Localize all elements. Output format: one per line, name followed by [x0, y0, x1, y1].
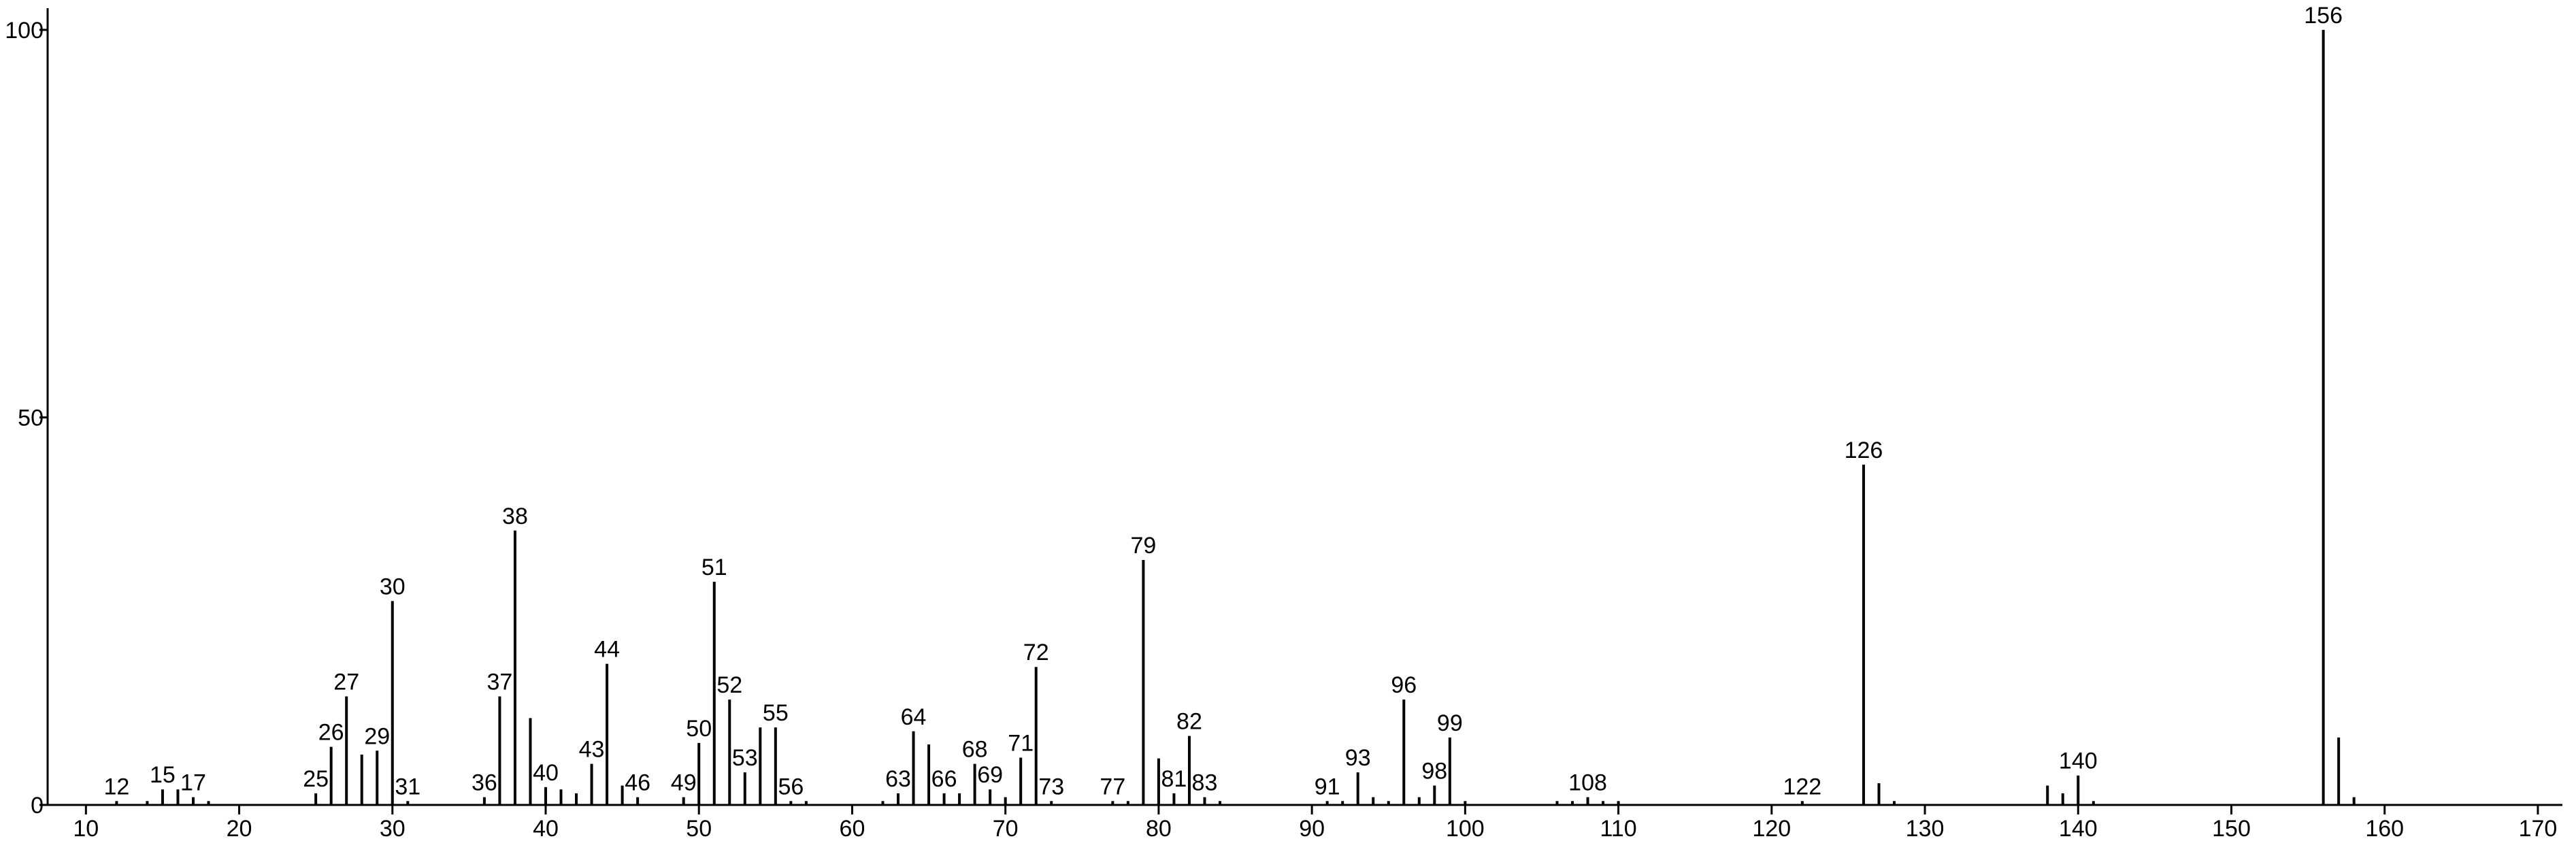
x-tick-label: 100 [1446, 816, 1485, 841]
peak-label: 38 [502, 504, 528, 529]
x-tick-label: 80 [1146, 816, 1172, 841]
x-tick-label: 160 [2365, 816, 2404, 841]
y-tick-label: 100 [5, 18, 44, 44]
x-tick-label: 10 [73, 816, 99, 841]
peak-label: 108 [1568, 770, 1607, 796]
peak-label: 37 [487, 670, 513, 695]
peak-label: 63 [885, 766, 911, 792]
x-tick-label: 30 [380, 816, 406, 841]
peak-label: 77 [1100, 774, 1125, 799]
peak-label: 122 [1783, 774, 1821, 799]
peak-label: 49 [671, 770, 697, 796]
peak-label: 82 [1176, 709, 1202, 735]
peak-label: 17 [180, 770, 206, 796]
peak-label: 25 [303, 766, 329, 792]
peak-label: 26 [318, 720, 344, 746]
x-tick-label: 20 [227, 816, 252, 841]
x-tick-label: 60 [840, 816, 865, 841]
peak-label: 72 [1023, 640, 1049, 665]
x-tick-label: 70 [993, 816, 1019, 841]
peak-label: 56 [778, 774, 804, 799]
peak-label: 140 [2059, 748, 2098, 774]
peak-label: 40 [533, 760, 559, 786]
peak-label: 98 [1421, 759, 1447, 785]
x-tick-label: 120 [1752, 816, 1791, 841]
x-tick-label: 130 [1906, 816, 1945, 841]
peak-label: 68 [962, 737, 988, 763]
peak-label: 30 [380, 574, 406, 599]
peak-label: 52 [716, 672, 742, 698]
peak-label: 50 [686, 716, 712, 742]
peak-label: 51 [701, 555, 727, 580]
x-tick-label: 110 [1600, 816, 1636, 841]
y-tick-label: 0 [31, 793, 44, 819]
peak-label: 53 [732, 745, 758, 771]
peak-label: 73 [1038, 774, 1064, 799]
x-tick-label: 150 [2212, 816, 2251, 841]
peak-label: 79 [1130, 533, 1156, 559]
x-tick-label: 170 [2519, 816, 2558, 841]
y-tick-label: 50 [18, 405, 44, 431]
peak-label: 36 [472, 770, 497, 796]
peak-label: 91 [1315, 774, 1340, 799]
peak-label: 46 [625, 770, 650, 796]
peak-label: 69 [977, 762, 1003, 788]
peak-label: 44 [594, 637, 620, 663]
peak-label: 55 [763, 700, 789, 726]
peak-label: 96 [1391, 672, 1417, 698]
peak-label: 29 [364, 723, 390, 749]
peak-label: 64 [901, 704, 927, 730]
peak-label: 83 [1192, 770, 1218, 796]
x-tick-label: 140 [2059, 816, 2098, 841]
x-tick-label: 90 [1299, 816, 1325, 841]
peak-label: 31 [395, 774, 420, 799]
x-tick-label: 50 [686, 816, 712, 841]
peak-label: 15 [150, 762, 176, 788]
peak-label: 71 [1008, 731, 1034, 757]
x-tick-label: 40 [533, 816, 559, 841]
peak-label: 81 [1161, 766, 1187, 792]
peak-label: 27 [333, 670, 359, 695]
peak-label: 66 [931, 766, 957, 792]
peak-label: 99 [1437, 710, 1463, 736]
peak-label: 156 [2304, 3, 2343, 29]
peak-label: 12 [103, 774, 129, 799]
peak-label: 43 [579, 737, 605, 763]
peak-label: 126 [1845, 438, 1883, 463]
peak-label: 93 [1345, 745, 1371, 771]
